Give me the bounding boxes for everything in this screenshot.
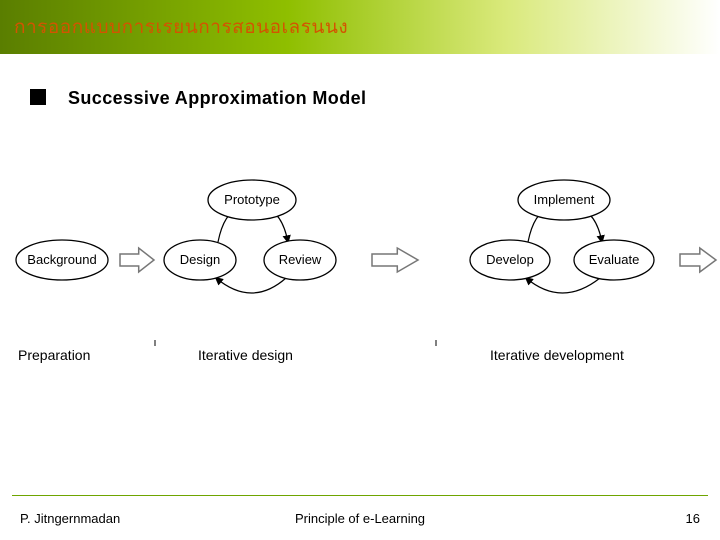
slide: การออกแบบการเรยนการสอนอเลรนนง Successive… bbox=[0, 0, 720, 540]
sam-diagram: Background Prototype Design Review Implement… bbox=[0, 150, 720, 400]
slide-title: การออกแบบการเรยนการสอนอเลรนนง bbox=[14, 12, 348, 42]
flow-arrow-icon bbox=[120, 248, 154, 272]
cycle-arrow bbox=[216, 278, 286, 293]
footer-author: P. Jitngernmadan bbox=[20, 511, 120, 526]
section-heading: Successive Approximation Model bbox=[68, 88, 366, 109]
footer: P. Jitngernmadan Principle of e-Learning… bbox=[20, 511, 700, 526]
footer-title: Principle of e-Learning bbox=[295, 511, 425, 526]
footer-rule bbox=[12, 495, 708, 496]
phase-label: Iterative development bbox=[490, 347, 624, 363]
flow-arrow-icon bbox=[680, 248, 716, 272]
footer-page-number: 16 bbox=[686, 511, 700, 526]
node-label-prototype: Prototype bbox=[224, 192, 280, 207]
node-label-develop: Develop bbox=[486, 252, 534, 267]
node-label-background: Background bbox=[27, 252, 96, 267]
node-label-review: Review bbox=[279, 252, 322, 267]
phase-label: Preparation bbox=[18, 347, 90, 363]
title-bar: การออกแบบการเรยนการสอนอเลรนนง bbox=[0, 0, 720, 54]
phase-label: Iterative design bbox=[198, 347, 293, 363]
bullet-icon bbox=[30, 89, 46, 105]
node-label-design: Design bbox=[180, 252, 220, 267]
section-heading-row: Successive Approximation Model bbox=[30, 88, 366, 109]
node-label-implement: Implement bbox=[534, 192, 595, 207]
cycle-arrow bbox=[526, 278, 600, 293]
flow-arrow-icon bbox=[372, 248, 418, 272]
node-label-evaluate: Evaluate bbox=[589, 252, 640, 267]
